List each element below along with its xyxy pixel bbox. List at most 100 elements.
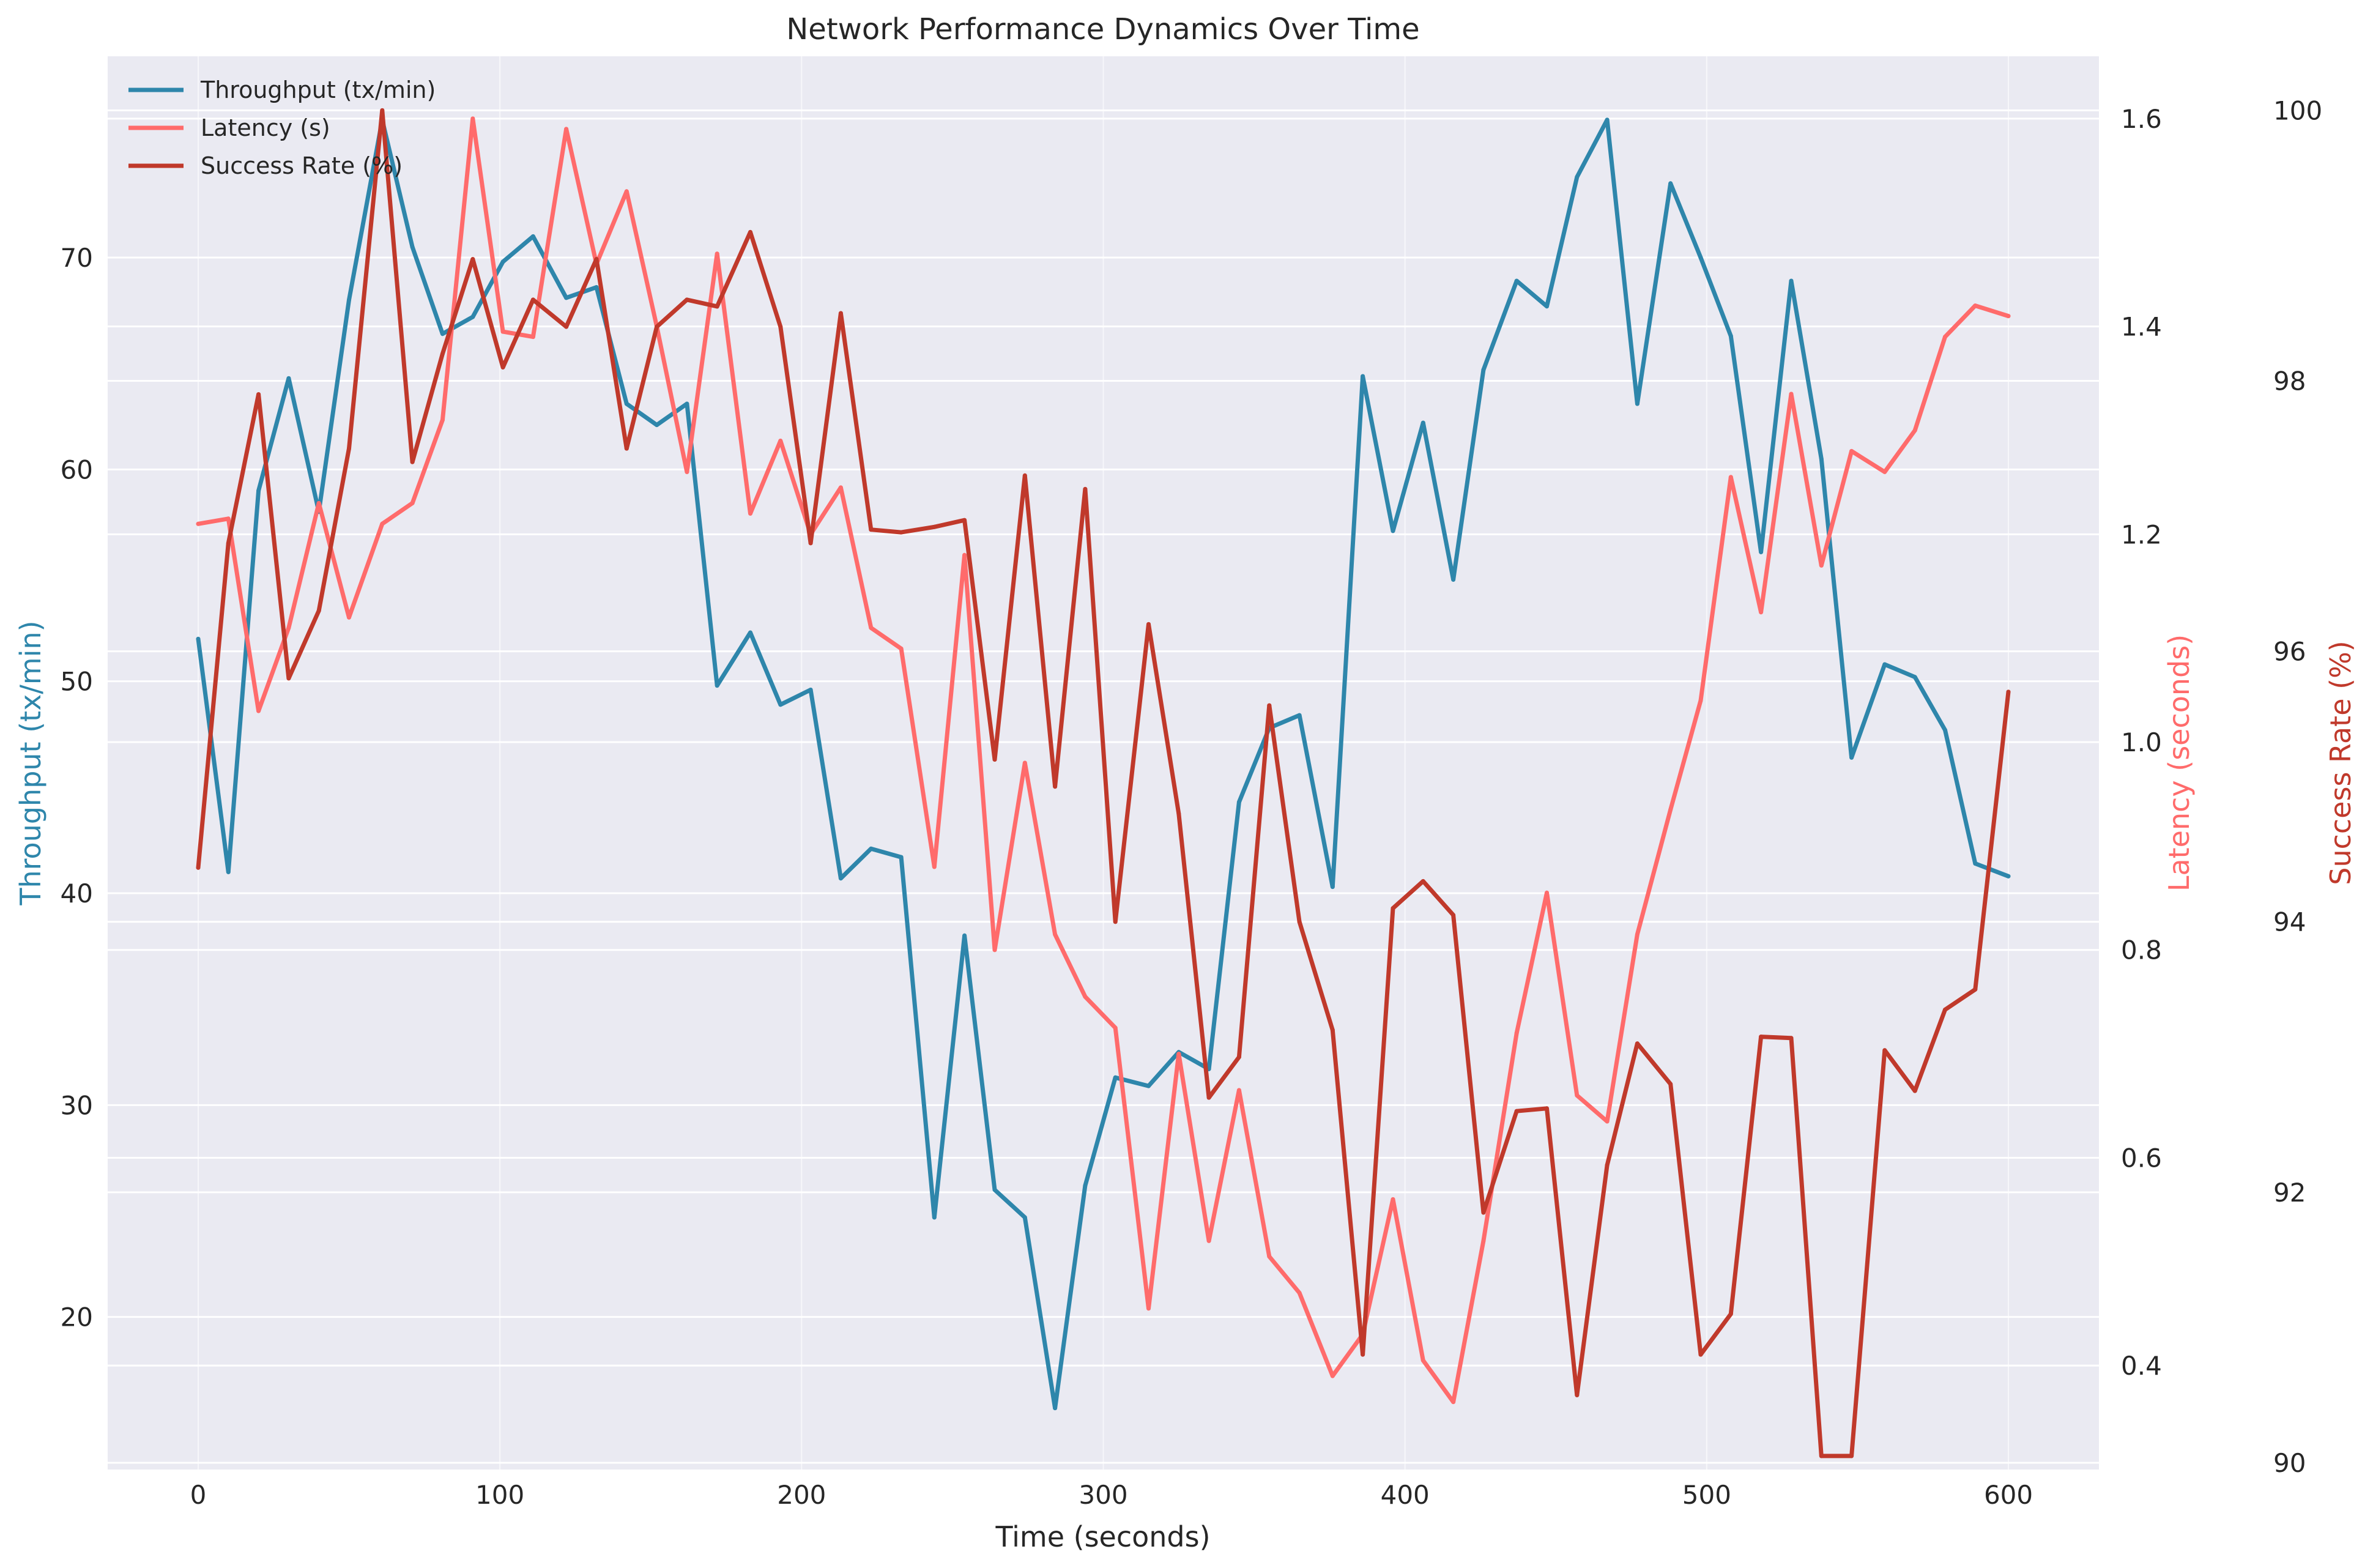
data-point [1728,333,1733,338]
data-point [1668,807,1673,812]
data-point [1759,549,1764,554]
data-point [838,311,843,316]
data-point [1635,1041,1640,1046]
data-point [1545,890,1549,895]
data-point [470,314,475,319]
data-point [715,683,719,688]
data-point [564,127,569,132]
data-point [992,948,997,953]
legend-label-success-rate: Success Rate (%) [201,152,403,179]
data-point [1206,1095,1211,1100]
data-point [1297,713,1302,718]
data-point [1083,486,1088,491]
data-point [1912,1088,1917,1093]
data-point [1973,861,1978,866]
data-point [1849,448,1854,453]
data-point [655,324,659,329]
y-axis-label-latency: Latency (seconds) [2163,634,2196,891]
data-point [1330,1028,1335,1033]
data-point [1635,401,1640,406]
right2-tick-label: 98 [2273,366,2306,396]
grid [108,56,2099,1470]
legend-item-success-rate: Success Rate (%) [128,152,403,179]
data-point [778,439,783,443]
right2-tick-label: 94 [2273,907,2306,937]
data-point [1391,529,1395,533]
data-point [1022,473,1027,478]
data-point [992,757,997,762]
data-point [899,646,904,651]
data-point [748,630,752,635]
data-point [1605,1163,1610,1168]
data-point [380,521,385,526]
data-point [1451,1400,1456,1405]
data-point [1575,174,1580,179]
data-point [624,446,629,451]
data-point [1451,577,1456,582]
right1-tick-label: 0.4 [2121,1351,2162,1381]
data-point [1912,428,1917,433]
data-point [564,324,569,329]
data-point [1022,1215,1027,1220]
right1-tick-label: 1.4 [2121,312,2162,342]
data-point [1912,675,1917,680]
data-point [778,702,783,707]
data-point [226,516,231,521]
data-point [347,297,351,302]
series-line-1 [196,116,2011,1405]
data-point [869,625,874,630]
data-point [196,521,201,526]
data-point [1391,1197,1395,1202]
data-point [1819,563,1824,568]
data-point [1759,1035,1764,1039]
data-point [1420,1358,1425,1363]
right1-tick-label: 1.6 [2121,104,2162,134]
data-point [530,335,535,340]
data-point [624,189,629,194]
data-point [1113,1075,1118,1080]
data-point [1789,278,1794,283]
data-point [564,295,569,300]
data-point [470,257,475,262]
data-point [1236,1088,1241,1093]
data-point [286,625,291,630]
legend-label-latency: Latency (s) [201,114,330,141]
data-point [1053,1406,1058,1411]
data-point [1481,1210,1486,1215]
data-point [1451,913,1456,918]
data-point [470,116,475,121]
data-point [655,423,659,428]
series-points-2 [196,108,2011,1458]
right1-tick-label: 1.2 [2121,519,2162,549]
x-tick-label: 600 [1984,1480,2033,1510]
data-point [1420,879,1425,883]
data-point [1819,1454,1824,1458]
data-point [530,234,535,239]
data-point [594,257,599,262]
series-line-2 [196,108,2011,1458]
data-point [1849,755,1854,760]
legend: Throughput (tx/min) Latency (s) Success … [128,76,436,179]
data-point [1361,374,1365,379]
data-point [685,469,689,474]
data-point [1575,1392,1580,1397]
data-point [838,876,843,881]
data-point [1943,335,1947,340]
data-point [286,376,291,381]
left-tick-label: 70 [61,243,93,273]
data-point [932,1215,937,1220]
right2-tick-label: 100 [2273,95,2322,125]
data-point [685,401,689,406]
data-point [500,365,505,370]
x-tick-label: 400 [1381,1480,1430,1510]
data-point [899,530,904,535]
data-point [1728,475,1733,480]
data-point [256,708,261,713]
data-point [1545,304,1549,309]
data-point [748,511,752,516]
data-point [992,1187,997,1192]
data-point [1943,727,1947,732]
right1-tick-label: 0.8 [2121,935,2162,965]
left-tick-label: 40 [61,879,93,908]
legend-item-latency: Latency (s) [128,114,330,141]
